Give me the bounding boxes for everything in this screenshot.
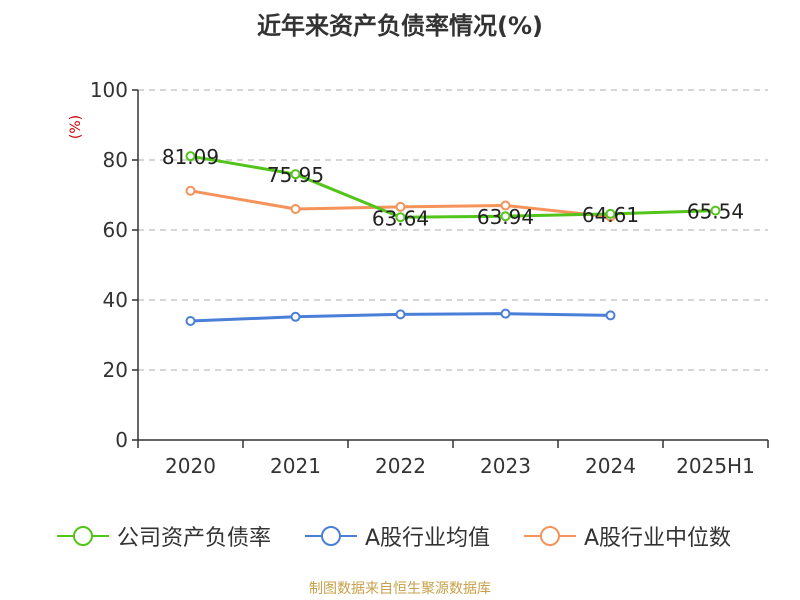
data-point[interactable] [500, 308, 511, 319]
data-label: 75.95 [267, 163, 324, 187]
x-tick-label: 2020 [165, 454, 216, 478]
x-tick-label: 2022 [375, 454, 426, 478]
data-label: 65.54 [687, 200, 744, 224]
legend-marker-industry-mean [305, 526, 357, 546]
y-tick-label: 40 [103, 288, 128, 312]
y-tick-label: 60 [103, 218, 128, 242]
y-tick-label: 80 [103, 148, 128, 172]
source-note: 制图数据来自恒生聚源数据库 [309, 581, 491, 597]
data-point[interactable] [290, 169, 301, 180]
data-point[interactable] [500, 211, 511, 222]
legend-label-industry-median: A股行业中位数 [584, 526, 732, 551]
legend-item-industry-mean[interactable]: A股行业均值 [305, 520, 490, 552]
legend-item-company[interactable]: 公司资产负债率 [57, 520, 271, 552]
x-tick-label: 2021 [270, 454, 321, 478]
data-point[interactable] [290, 204, 301, 214]
chart-title: 近年来资产负债率情况(%) [257, 12, 543, 40]
data-point[interactable] [185, 151, 196, 162]
axis-layer: 0 20 40 60 80 100 2020 2021 2022 2023 2024 2025H1 [90, 78, 769, 478]
series-line [190, 154, 716, 219]
data-point[interactable] [605, 310, 616, 321]
x-tick-label: 2025H1 [676, 454, 755, 478]
legend-marker-industry-median [524, 526, 576, 546]
data-point[interactable] [710, 205, 721, 216]
series-layer [185, 151, 721, 326]
data-label: 63.94 [477, 205, 534, 229]
data-point[interactable] [290, 311, 301, 322]
data-point[interactable] [395, 309, 406, 320]
grid-layer [138, 89, 768, 371]
data-point[interactable] [395, 212, 406, 223]
data-point[interactable] [605, 208, 616, 219]
legend-item-industry-median[interactable]: A股行业中位数 [524, 520, 731, 552]
y-axis-label: (%) [68, 115, 84, 139]
data-label: 64.61 [582, 203, 639, 227]
label-layer: 81.09 75.95 63.64 63.94 64.61 65.54 [162, 145, 744, 230]
legend-label-industry-mean: A股行业均值 [365, 526, 491, 551]
data-point[interactable] [395, 201, 406, 212]
data-label: 81.09 [162, 145, 219, 169]
data-point[interactable] [185, 316, 196, 326]
data-label: 63.64 [372, 206, 429, 230]
y-tick-label: 100 [90, 78, 128, 102]
y-tick-label: 0 [115, 428, 128, 452]
y-tick-label: 20 [103, 358, 128, 382]
legend-marker-company [57, 526, 109, 546]
legend-label-company: 公司资产负债率 [117, 526, 272, 551]
x-tick-label: 2024 [585, 454, 636, 478]
x-tick-label: 2023 [480, 454, 531, 478]
data-point[interactable] [500, 200, 511, 211]
data-point[interactable] [185, 185, 196, 196]
